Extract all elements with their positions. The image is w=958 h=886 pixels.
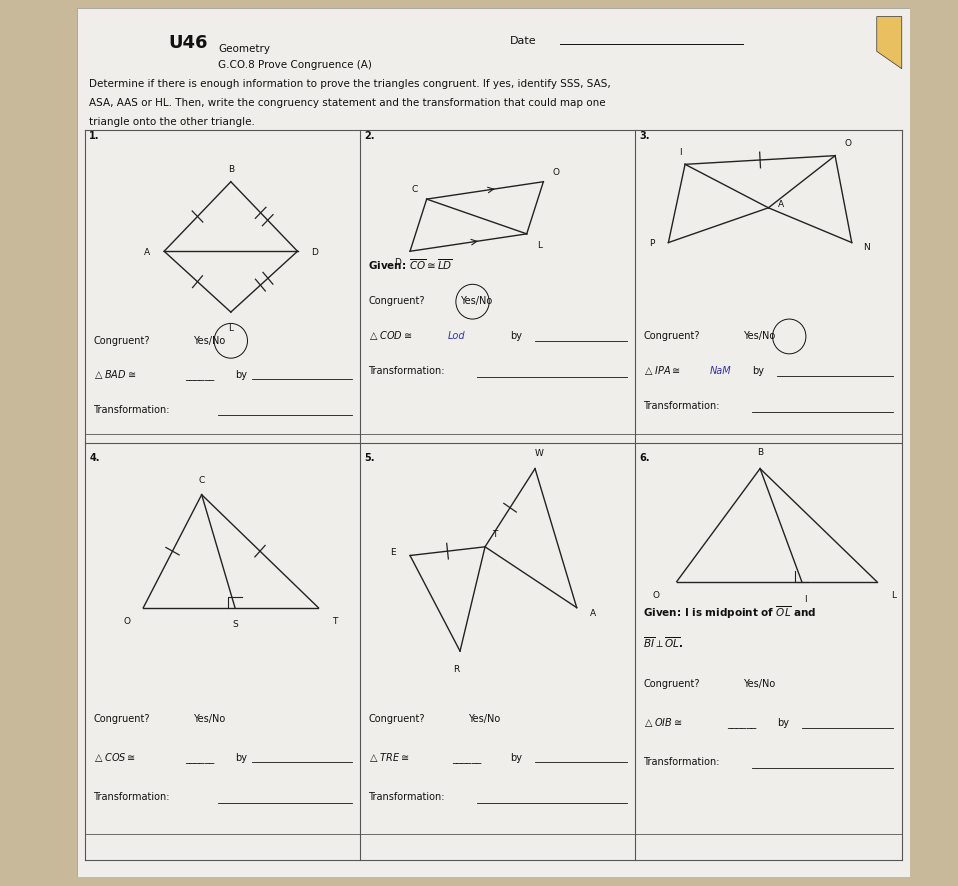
Text: ______: ______ (185, 371, 215, 381)
Text: 1.: 1. (89, 131, 100, 141)
Text: G.CO.8 Prove Congruence (A): G.CO.8 Prove Congruence (A) (218, 60, 373, 70)
Text: Congruent?: Congruent? (644, 678, 700, 688)
Text: S: S (232, 619, 238, 628)
Text: 5.: 5. (364, 453, 375, 462)
Text: D: D (394, 258, 401, 267)
Text: $\triangle TRE \cong$: $\triangle TRE \cong$ (368, 750, 410, 763)
Text: T: T (332, 617, 338, 626)
Text: 6.: 6. (639, 453, 650, 462)
Text: A: A (145, 247, 150, 256)
Text: L: L (891, 590, 896, 600)
Text: A: A (590, 608, 597, 617)
Text: U46: U46 (169, 34, 208, 52)
Text: Congruent?: Congruent? (368, 713, 424, 723)
Text: Yes/No: Yes/No (194, 713, 225, 723)
Text: by: by (510, 330, 522, 341)
Text: L: L (228, 324, 234, 333)
Text: by: by (235, 369, 247, 380)
Text: by: by (777, 717, 788, 727)
Text: NaM: NaM (710, 366, 732, 376)
Text: Yes/No: Yes/No (468, 713, 501, 723)
Text: 2.: 2. (364, 131, 375, 141)
Text: L: L (536, 240, 541, 250)
Text: $\overline{BI} \perp \overline{OL}$.: $\overline{BI} \perp \overline{OL}$. (644, 634, 684, 649)
Text: Geometry: Geometry (218, 44, 270, 54)
Text: $\triangle BAD \cong$: $\triangle BAD \cong$ (93, 368, 136, 381)
Text: Yes/No: Yes/No (194, 335, 225, 346)
Text: Determine if there is enough information to prove the triangles congruent. If ye: Determine if there is enough information… (89, 79, 611, 89)
Text: Lod: Lod (447, 330, 466, 341)
Text: O: O (124, 617, 130, 626)
Text: by: by (752, 366, 764, 376)
Text: Given: $\overline{CO} \cong \overline{LD}$: Given: $\overline{CO} \cong \overline{LD… (368, 257, 453, 271)
Text: T: T (492, 530, 498, 539)
Text: ______: ______ (185, 753, 215, 763)
Text: Congruent?: Congruent? (93, 713, 149, 723)
Text: Given: I is midpoint of $\overline{OL}$ and: Given: I is midpoint of $\overline{OL}$ … (644, 604, 817, 621)
Text: $\triangle OIB \cong$: $\triangle OIB \cong$ (644, 715, 683, 728)
Text: A: A (778, 199, 784, 209)
Text: B: B (757, 447, 764, 456)
Text: Transformation:: Transformation: (93, 405, 170, 415)
Text: $\triangle COS \cong$: $\triangle COS \cong$ (93, 750, 136, 763)
Text: ASA, AAS or HL. Then, write the congruency statement and the transformation that: ASA, AAS or HL. Then, write the congruen… (89, 98, 605, 108)
Text: ______: ______ (727, 719, 756, 728)
Text: B: B (228, 165, 234, 174)
Text: Yes/No: Yes/No (460, 296, 492, 306)
Text: W: W (535, 449, 543, 458)
Text: by: by (235, 752, 247, 762)
Text: Congruent?: Congruent? (368, 296, 424, 306)
Text: Congruent?: Congruent? (644, 330, 700, 341)
Text: Congruent?: Congruent? (93, 335, 149, 346)
Text: Transformation:: Transformation: (368, 791, 445, 801)
Text: E: E (391, 547, 397, 556)
Text: ______: ______ (452, 753, 481, 763)
Text: Transformation:: Transformation: (644, 400, 719, 410)
Text: Yes/No: Yes/No (743, 678, 776, 688)
Text: 4.: 4. (89, 453, 100, 462)
Polygon shape (877, 18, 901, 70)
Text: Transformation:: Transformation: (644, 757, 719, 766)
Text: R: R (453, 664, 459, 673)
Text: D: D (310, 247, 318, 256)
Text: N: N (863, 243, 870, 253)
Text: C: C (411, 185, 418, 194)
Text: $\triangle COD \cong$: $\triangle COD \cong$ (368, 329, 413, 342)
Text: triangle onto the other triangle.: triangle onto the other triangle. (89, 117, 255, 128)
Text: O: O (553, 167, 559, 176)
Text: I: I (679, 148, 682, 157)
Text: by: by (510, 752, 522, 762)
Text: O: O (652, 590, 659, 600)
Text: Yes/No: Yes/No (743, 330, 776, 341)
Text: O: O (844, 139, 851, 148)
Text: 3.: 3. (639, 131, 650, 141)
Text: Date: Date (510, 35, 536, 45)
Text: Transformation:: Transformation: (368, 366, 445, 376)
Text: $\triangle IPA \cong$: $\triangle IPA \cong$ (644, 363, 681, 377)
Text: I: I (805, 595, 808, 603)
FancyBboxPatch shape (77, 9, 910, 877)
Text: P: P (649, 239, 654, 248)
Text: Transformation:: Transformation: (93, 791, 170, 801)
Text: C: C (198, 475, 205, 484)
